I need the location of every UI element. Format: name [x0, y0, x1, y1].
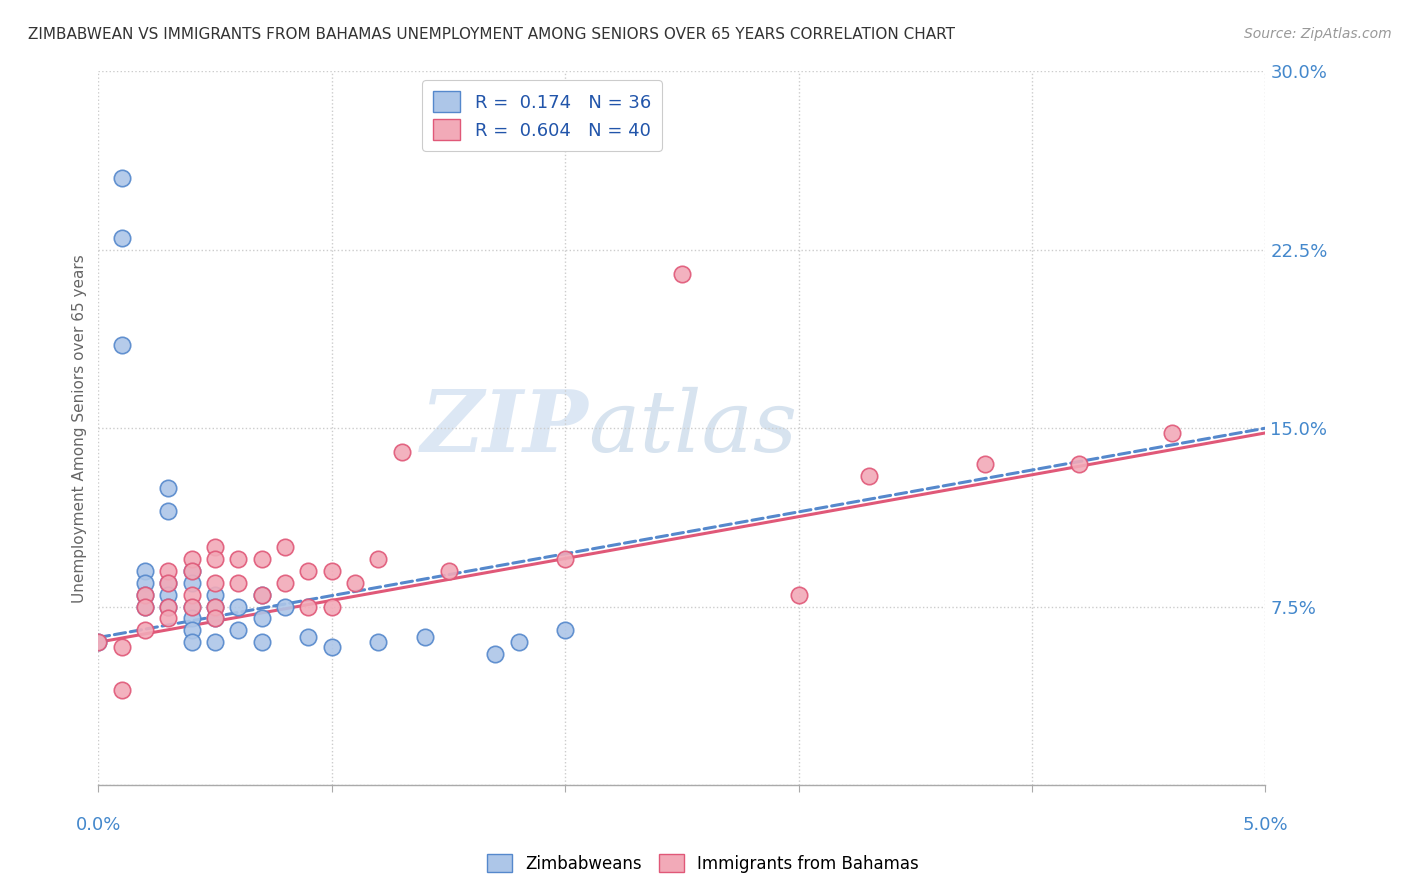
Point — [274, 540, 297, 554]
Point — [180, 611, 202, 625]
Point — [274, 575, 297, 590]
Point — [671, 267, 693, 281]
Point — [787, 588, 810, 602]
Point — [180, 599, 202, 614]
Point — [228, 624, 250, 638]
Point — [297, 631, 319, 645]
Point — [508, 635, 530, 649]
Point — [180, 552, 202, 566]
Point — [111, 640, 134, 654]
Point — [250, 635, 273, 649]
Point — [157, 575, 180, 590]
Point — [321, 599, 343, 614]
Point — [391, 445, 413, 459]
Point — [180, 564, 202, 578]
Point — [157, 575, 180, 590]
Point — [250, 588, 273, 602]
Point — [204, 611, 226, 625]
Point — [180, 588, 202, 602]
Point — [974, 457, 997, 471]
Point — [250, 611, 273, 625]
Point — [344, 575, 367, 590]
Point — [367, 635, 389, 649]
Point — [204, 635, 226, 649]
Point — [1067, 457, 1090, 471]
Point — [111, 682, 134, 697]
Point — [180, 635, 202, 649]
Point — [321, 640, 343, 654]
Legend: Zimbabweans, Immigrants from Bahamas: Zimbabweans, Immigrants from Bahamas — [481, 847, 925, 880]
Point — [367, 552, 389, 566]
Point — [111, 231, 134, 245]
Point — [180, 599, 202, 614]
Point — [1161, 425, 1184, 440]
Point — [413, 631, 436, 645]
Point — [180, 624, 202, 638]
Point — [250, 588, 273, 602]
Point — [204, 599, 226, 614]
Point — [157, 611, 180, 625]
Point — [134, 575, 156, 590]
Point — [204, 540, 226, 554]
Point — [274, 599, 297, 614]
Y-axis label: Unemployment Among Seniors over 65 years: Unemployment Among Seniors over 65 years — [72, 254, 87, 602]
Point — [157, 504, 180, 518]
Text: 0.0%: 0.0% — [76, 816, 121, 834]
Point — [204, 552, 226, 566]
Text: ZIP: ZIP — [420, 386, 589, 470]
Point — [554, 624, 576, 638]
Text: atlas: atlas — [589, 387, 797, 469]
Point — [180, 564, 202, 578]
Point — [111, 171, 134, 186]
Point — [111, 338, 134, 352]
Point — [228, 575, 250, 590]
Text: 5.0%: 5.0% — [1243, 816, 1288, 834]
Point — [180, 575, 202, 590]
Point — [134, 564, 156, 578]
Point — [134, 588, 156, 602]
Point — [321, 564, 343, 578]
Point — [250, 552, 273, 566]
Point — [134, 599, 156, 614]
Point — [437, 564, 460, 578]
Point — [157, 599, 180, 614]
Point — [297, 599, 319, 614]
Text: ZIMBABWEAN VS IMMIGRANTS FROM BAHAMAS UNEMPLOYMENT AMONG SENIORS OVER 65 YEARS C: ZIMBABWEAN VS IMMIGRANTS FROM BAHAMAS UN… — [28, 27, 955, 42]
Point — [228, 552, 250, 566]
Point — [157, 564, 180, 578]
Point — [157, 481, 180, 495]
Point — [134, 599, 156, 614]
Text: Source: ZipAtlas.com: Source: ZipAtlas.com — [1244, 27, 1392, 41]
Point — [204, 611, 226, 625]
Point — [204, 599, 226, 614]
Point — [484, 647, 506, 661]
Point — [554, 552, 576, 566]
Point — [157, 588, 180, 602]
Point — [228, 599, 250, 614]
Point — [87, 635, 110, 649]
Point — [204, 588, 226, 602]
Point — [134, 624, 156, 638]
Legend: R =  0.174   N = 36, R =  0.604   N = 40: R = 0.174 N = 36, R = 0.604 N = 40 — [422, 80, 662, 151]
Point — [87, 635, 110, 649]
Point — [157, 599, 180, 614]
Point — [204, 575, 226, 590]
Point — [858, 468, 880, 483]
Point — [297, 564, 319, 578]
Point — [134, 588, 156, 602]
